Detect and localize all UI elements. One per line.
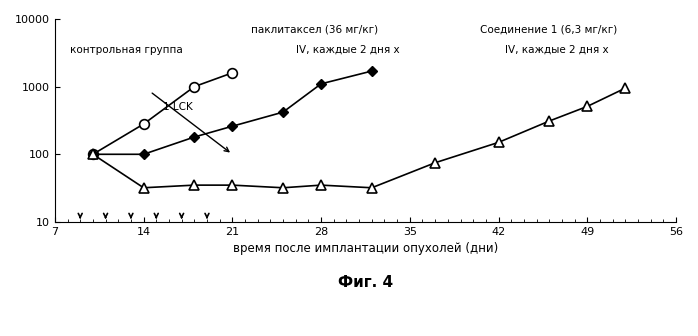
X-axis label: время после имплантации опухолей (дни): время после имплантации опухолей (дни) bbox=[233, 242, 498, 255]
Text: контрольная группа: контрольная группа bbox=[70, 45, 183, 55]
Text: паклитаксел (36 мг/кг): паклитаксел (36 мг/кг) bbox=[251, 25, 378, 35]
Text: Соединение 1 (6,3 мг/кг): Соединение 1 (6,3 мг/кг) bbox=[480, 25, 617, 35]
Text: Фиг. 4: Фиг. 4 bbox=[338, 275, 393, 290]
Text: IV, каждые 2 дня х: IV, каждые 2 дня х bbox=[296, 45, 399, 55]
Text: IV, каждые 2 дня х: IV, каждые 2 дня х bbox=[505, 45, 609, 55]
Text: 1 LCK: 1 LCK bbox=[163, 102, 193, 112]
